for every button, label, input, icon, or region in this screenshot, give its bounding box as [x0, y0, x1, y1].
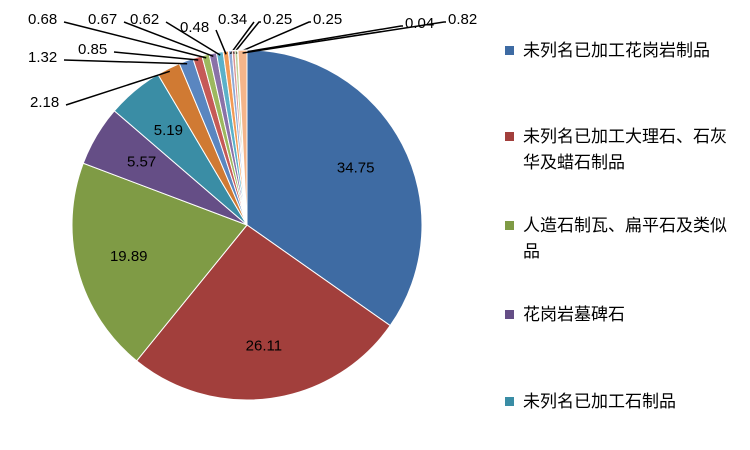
legend-label: 人造石制瓦、扁平石及类似品	[523, 216, 727, 262]
data-label: 19.89	[110, 248, 148, 265]
leader-line	[242, 21, 446, 54]
data-label: 5.57	[127, 153, 156, 170]
legend-entry: 人造石制瓦、扁平石及类似品	[505, 213, 735, 265]
legend-entry: 花岗岩墓碑石	[505, 302, 735, 328]
data-label: 0.62	[130, 11, 159, 28]
data-label: 0.82	[448, 11, 477, 28]
pie-slice	[135, 224, 391, 401]
leader-line	[215, 29, 227, 55]
leader-line	[63, 59, 188, 65]
legend-entry: 未列名已加工大理石、石灰华及蜡石制品	[505, 124, 735, 176]
leader-line	[237, 25, 403, 54]
data-label: 26.11	[246, 337, 282, 354]
data-label: 1.32	[28, 49, 57, 66]
legend-label: 花岗岩墓碑石	[523, 305, 625, 325]
data-label: 2.18	[30, 94, 59, 111]
leader-line	[229, 21, 255, 55]
data-label: 0.48	[180, 19, 209, 36]
legend-swatch	[505, 397, 514, 406]
leader-line	[236, 21, 311, 55]
leader-line	[123, 21, 214, 58]
legend-swatch	[505, 46, 514, 55]
leader-line	[165, 21, 221, 56]
legend-swatch	[505, 132, 514, 141]
pie-slice	[237, 49, 248, 226]
legend-swatch	[505, 310, 514, 319]
data-label: 0.25	[313, 11, 342, 28]
legend-label: 未列名已加工花岗岩制品	[523, 41, 710, 61]
leader-line	[65, 70, 171, 106]
leader-line	[63, 21, 207, 59]
data-label: 0.67	[88, 11, 117, 28]
legend-entry: 未列名已加工花岗岩制品	[505, 38, 735, 64]
data-label: 34.75	[337, 159, 375, 176]
legend-swatch	[505, 221, 514, 230]
legend-entry: 未列名已加工石制品	[505, 389, 735, 415]
data-label: 0.34	[218, 11, 247, 28]
legend-label: 未列名已加工石制品	[523, 392, 676, 412]
data-label: 0.04	[405, 15, 434, 32]
data-label: 0.68	[28, 11, 57, 28]
legend-label: 未列名已加工大理石、石灰华及蜡石制品	[523, 127, 727, 173]
data-label: 5.19	[154, 122, 183, 139]
pie-slice	[71, 162, 248, 362]
data-label: 0.85	[78, 41, 107, 58]
leader-line	[113, 51, 199, 61]
leader-line	[233, 21, 261, 54]
data-label: 0.25	[263, 11, 292, 28]
pie-slice	[246, 49, 423, 327]
